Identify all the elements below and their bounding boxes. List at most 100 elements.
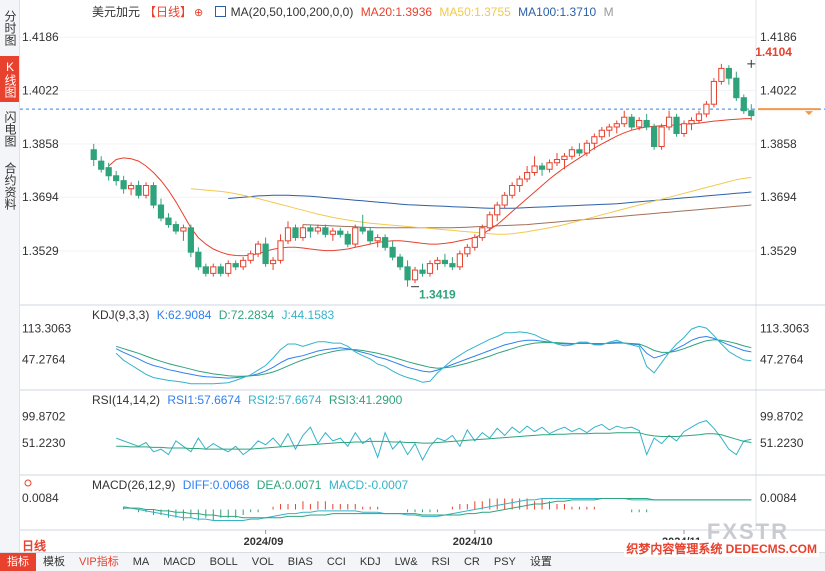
macd-dea-line	[123, 498, 752, 519]
candle-body	[113, 175, 120, 182]
candle-body	[546, 162, 553, 170]
indicator-tab-6[interactable]: VOL	[251, 556, 274, 568]
kdj-legend: KDJ(9,3,3) K:62.9084 D:72.2834 J:44.1583	[92, 308, 338, 322]
ma50-value: MA50:1.3755	[439, 5, 511, 19]
candle-body	[202, 266, 209, 274]
candle-body	[673, 116, 680, 134]
candle-body	[120, 180, 127, 190]
candle-body	[210, 266, 217, 274]
ma-more[interactable]: M	[603, 5, 614, 19]
rsi1-value: RSI1:57.6674	[167, 393, 241, 407]
candle-body	[269, 259, 277, 265]
indicator-tab-13[interactable]: PSY	[493, 556, 516, 568]
candle-body	[523, 172, 531, 180]
indicator-tab-0[interactable]: 指标	[0, 553, 36, 571]
candle-body	[748, 110, 755, 117]
candle-body	[180, 227, 187, 232]
rsi3-value: RSI3:41.2900	[328, 393, 403, 407]
sidebar-tab-3[interactable]: 合约资料	[3, 162, 17, 210]
candle-body	[352, 227, 359, 245]
brand-watermark: FXSTR	[706, 519, 789, 544]
main-y-tick-right: 1.3858	[760, 137, 797, 151]
candle-body	[434, 259, 441, 265]
period-sidebar: 分时图 K线图闪电图合约资料	[0, 0, 20, 552]
candle-body	[232, 263, 239, 268]
macd-diff-value: DIFF:0.0068	[182, 478, 250, 492]
sidebar-tab-1[interactable]: K线图	[0, 56, 19, 102]
main-y-tick-left: 1.4186	[22, 30, 59, 44]
indicator-tab-5[interactable]: BOLL	[209, 556, 238, 568]
candle-body	[322, 227, 329, 235]
candle-body	[359, 227, 366, 232]
candle-body	[382, 237, 389, 248]
rsi2-value: RSI2:57.6674	[248, 393, 322, 407]
indicator-bar: 指标 模板 VIP指标 MA MACD BOLL VOL BIAS CCI KDJ LW& RSI CR…	[0, 552, 825, 571]
candle-body	[240, 259, 247, 268]
kdj-y-tick-left: 113.3063	[22, 321, 71, 335]
sidebar-tab-0[interactable]: 分时图	[3, 10, 17, 46]
candle-body	[284, 227, 292, 242]
period-label[interactable]: 【日线】	[144, 5, 193, 19]
candle-body	[404, 266, 411, 281]
rsi-legend: RSI(14,14,2) RSI1:57.6674 RSI2:57.6674 R…	[92, 393, 406, 407]
candle-body	[703, 103, 710, 115]
indicator-tab-1[interactable]: 模板	[43, 556, 65, 568]
candle-body	[150, 185, 157, 206]
candle-body	[337, 230, 344, 235]
rsi-name: RSI(14,14,2)	[92, 393, 161, 407]
kdj-j-value: J:44.1583	[281, 308, 335, 322]
candle-body	[195, 251, 202, 268]
kdj-line-k	[115, 335, 752, 379]
candle-body	[292, 227, 299, 239]
candle-body	[419, 269, 426, 274]
indicator-tab-10[interactable]: LW&	[394, 556, 418, 568]
indicator-tab-11[interactable]: RSI	[431, 556, 450, 568]
candle-body	[135, 185, 142, 196]
main-legend: 美元加元 【日线】 ⊕ MA(20,50,100,200,0,0) MA20:1.3…	[92, 3, 618, 20]
low-annotation: 1.3419	[419, 288, 456, 302]
macd-legend: MACD(26,12,9) DIFF:0.0068 DEA:0.0071 MAC…	[92, 478, 412, 492]
rsi-y-tick-left: 99.8702	[22, 409, 66, 423]
candle-body	[516, 178, 523, 187]
chart-svg[interactable]: 1.4186 1.4186 1.4022 1.4022 1.3858 1.3858 1.36…	[20, 0, 825, 552]
indicator-tab-14[interactable]: 设置	[529, 556, 552, 568]
indicator-tab-12[interactable]: CR	[463, 556, 480, 568]
symbol-name: 美元加元	[92, 5, 141, 19]
main-y-tick-right: 1.4022	[760, 84, 797, 98]
candle-body	[277, 240, 284, 261]
main-y-tick-left: 1.3858	[22, 137, 59, 151]
candle-body	[441, 259, 449, 265]
sidebar-tab-2[interactable]: 闪电图	[3, 111, 17, 147]
candle-body	[255, 243, 262, 255]
main-y-tick-left: 1.4022	[22, 84, 59, 98]
candle-body	[651, 126, 658, 147]
kdj-y-tick-right: 47.2764	[760, 352, 804, 366]
indicator-tab-3[interactable]: MA	[132, 556, 150, 568]
ma50-line	[190, 176, 752, 235]
period-tag[interactable]: 日线	[22, 539, 47, 553]
candle-body	[225, 263, 232, 274]
candle-body	[583, 142, 590, 154]
main-y-tick-left: 1.3694	[22, 190, 59, 204]
candle-body	[367, 230, 374, 242]
candle-body	[157, 204, 165, 219]
candle-body	[680, 123, 688, 134]
indicator-tab-7[interactable]: BIAS	[287, 556, 313, 568]
candle-body	[509, 185, 516, 196]
macd-name: MACD(26,12,9)	[92, 478, 176, 492]
ma100-line	[228, 191, 752, 209]
indicator-tab-4[interactable]: MACD	[163, 556, 196, 568]
settings-icon[interactable]: ⊕	[194, 7, 204, 19]
indicator-tab-2[interactable]: VIP指标	[79, 556, 119, 568]
candle-body	[494, 204, 501, 216]
main-y-tick-right: 1.4186	[760, 30, 797, 44]
candle-body	[105, 167, 112, 177]
rsi-y-tick-left: 51.2230	[22, 436, 66, 450]
candle-body	[538, 165, 546, 170]
indicator-tab-8[interactable]: CCI	[326, 556, 346, 568]
candle-body	[531, 165, 538, 174]
rsi-y-tick-right: 99.8702	[760, 409, 804, 423]
candle-body	[479, 227, 486, 239]
candle-body	[606, 126, 613, 131]
indicator-tab-9[interactable]: KDJ	[359, 556, 381, 568]
